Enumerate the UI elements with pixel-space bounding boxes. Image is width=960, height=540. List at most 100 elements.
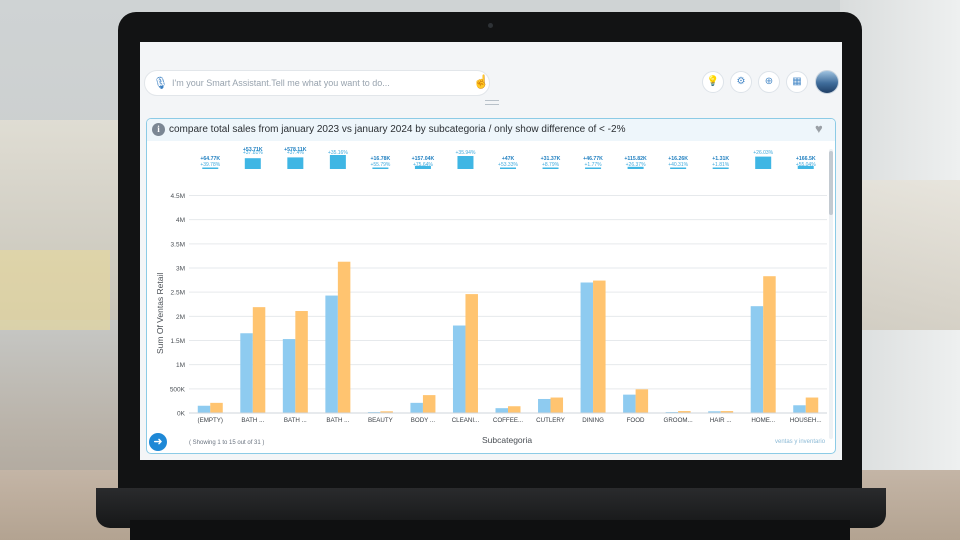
difference-bar xyxy=(797,165,814,169)
y-tick-label: 1M xyxy=(176,362,185,369)
difference-amount: +16.26K xyxy=(668,156,688,162)
difference-amount: +53.71K xyxy=(243,147,263,153)
difference-bar xyxy=(287,157,304,169)
drag-handle[interactable] xyxy=(485,100,499,105)
x-tick-label: BATH ... xyxy=(326,417,349,424)
difference-bar xyxy=(329,155,346,169)
difference-bar xyxy=(712,167,729,169)
x-tick-label: BATH ... xyxy=(284,417,307,424)
difference-bar xyxy=(202,167,219,169)
bar-2024 xyxy=(210,402,223,413)
difference-percent: +35.94% xyxy=(456,150,476,156)
bar-2024 xyxy=(295,311,308,413)
x-tick-label: HOME... xyxy=(751,417,775,424)
difference-amount: +115.82K xyxy=(624,156,647,162)
difference-amount: +166.5K xyxy=(796,156,816,162)
y-tick-label: 3M xyxy=(176,266,185,273)
scrollbar-track[interactable] xyxy=(829,149,833,439)
webcam xyxy=(488,23,493,28)
difference-bar xyxy=(414,165,431,169)
y-tick-label: 2M xyxy=(176,314,185,321)
assistant-search-bar[interactable]: 🎙 I'm your Smart Assistant.Tell me what … xyxy=(144,70,490,96)
x-tick-label: (EMPTY) xyxy=(198,417,223,424)
difference-amount: +31.37K xyxy=(541,156,561,162)
x-tick-label: CLEANI... xyxy=(452,417,480,424)
x-tick-label: DINING xyxy=(582,417,604,424)
bar-2024 xyxy=(422,395,436,413)
bar-2023 xyxy=(538,398,551,413)
bar-2024 xyxy=(465,294,478,413)
y-tick-label: 4.5M xyxy=(171,193,185,200)
x-axis-title: Subcategoria xyxy=(482,435,533,445)
difference-bar xyxy=(244,158,261,169)
grid-icon[interactable]: ▦ xyxy=(786,71,808,93)
bar-2024 xyxy=(508,406,521,413)
bar-chart: 0K 500K 1M 1.5M 2M 2.5M 3M 3.5M 4M 4.5M (EMPTY) +64… xyxy=(170,147,827,424)
difference-bar xyxy=(542,167,559,169)
bar-2024 xyxy=(380,411,393,413)
bar-2024 xyxy=(678,411,691,413)
difference-percent: +1.77% xyxy=(585,162,603,168)
bar-2024 xyxy=(805,397,819,413)
y-tick-label: 4M xyxy=(176,217,185,224)
pagination-status: ( Showing 1 to 15 out of 31 ) xyxy=(189,440,265,446)
bar-2023 xyxy=(793,405,806,413)
zoom-add-icon[interactable]: ⊕ xyxy=(758,71,780,93)
difference-amount: +578.11K xyxy=(284,147,307,153)
difference-amount: +46.77K xyxy=(583,156,603,162)
dashboard-settings-icon[interactable]: ⚙ xyxy=(730,71,752,93)
difference-percent: +53.33% xyxy=(498,162,518,168)
difference-percent: +55.79% xyxy=(370,162,390,168)
y-tick-label: 1.5M xyxy=(171,338,185,345)
hand-pointer-icon[interactable]: ☝ xyxy=(473,74,490,89)
bar-2024 xyxy=(763,276,776,413)
bar-2023 xyxy=(623,394,636,413)
x-tick-label: BODY ... xyxy=(411,417,436,424)
difference-percent: +55.04% xyxy=(796,162,816,168)
difference-percent: +26.37% xyxy=(626,162,646,168)
bar-2023 xyxy=(325,295,338,413)
difference-amount: +157.04K xyxy=(412,156,435,162)
y-tick-label: 3.5M xyxy=(171,241,185,248)
lightbulb-icon[interactable]: 💡 xyxy=(702,71,724,93)
next-page-arrow-icon[interactable]: ➜ xyxy=(149,433,167,451)
query-title: compare total sales from january 2023 vs… xyxy=(169,124,626,135)
difference-percent: +39.78% xyxy=(200,162,220,168)
y-tick-label: 0K xyxy=(177,411,186,418)
bar-2024 xyxy=(550,397,564,413)
difference-amount: +1.31K xyxy=(712,156,729,162)
y-axis-title: Sum Of Ventas Retail xyxy=(155,272,165,354)
bar-2024 xyxy=(720,411,734,413)
laptop-keyboard-deck xyxy=(130,520,850,540)
difference-bar xyxy=(457,156,474,169)
difference-bar xyxy=(585,167,602,169)
x-tick-label: BEAUTY xyxy=(368,417,393,424)
bar-2023 xyxy=(708,411,721,413)
microphone-icon[interactable]: 🎙 xyxy=(153,76,169,90)
bar-2023 xyxy=(452,325,466,413)
avatar[interactable] xyxy=(815,70,839,94)
x-tick-label: COFFEE... xyxy=(493,417,524,424)
heart-icon[interactable]: ♥ xyxy=(815,121,823,136)
bar-2024 xyxy=(337,261,351,413)
difference-amount: +47K xyxy=(502,156,515,162)
difference-bar xyxy=(627,166,644,169)
info-icon[interactable]: i xyxy=(152,123,165,136)
assistant-input[interactable]: I'm your Smart Assistant.Tell me what yo… xyxy=(172,78,390,88)
difference-percent: +35.16% xyxy=(328,150,348,156)
bar-2023 xyxy=(410,402,423,413)
x-tick-label: HAIR ... xyxy=(710,417,732,424)
x-tick-label: FOOD xyxy=(627,417,645,424)
bar-2024 xyxy=(635,389,649,413)
bar-2023 xyxy=(580,282,594,413)
bar-2023 xyxy=(197,405,211,413)
difference-percent: +37.81% xyxy=(243,150,263,156)
bar-2023 xyxy=(750,306,764,413)
scrollbar-thumb[interactable] xyxy=(829,151,833,215)
x-tick-label: CUTLERY xyxy=(536,417,565,424)
difference-bar xyxy=(372,167,389,169)
x-tick-label: HOUSEH... xyxy=(790,417,822,424)
bar-2023 xyxy=(282,339,296,413)
data-source-label: ventas y inventario xyxy=(775,439,826,445)
background-shelf-right xyxy=(850,180,960,330)
